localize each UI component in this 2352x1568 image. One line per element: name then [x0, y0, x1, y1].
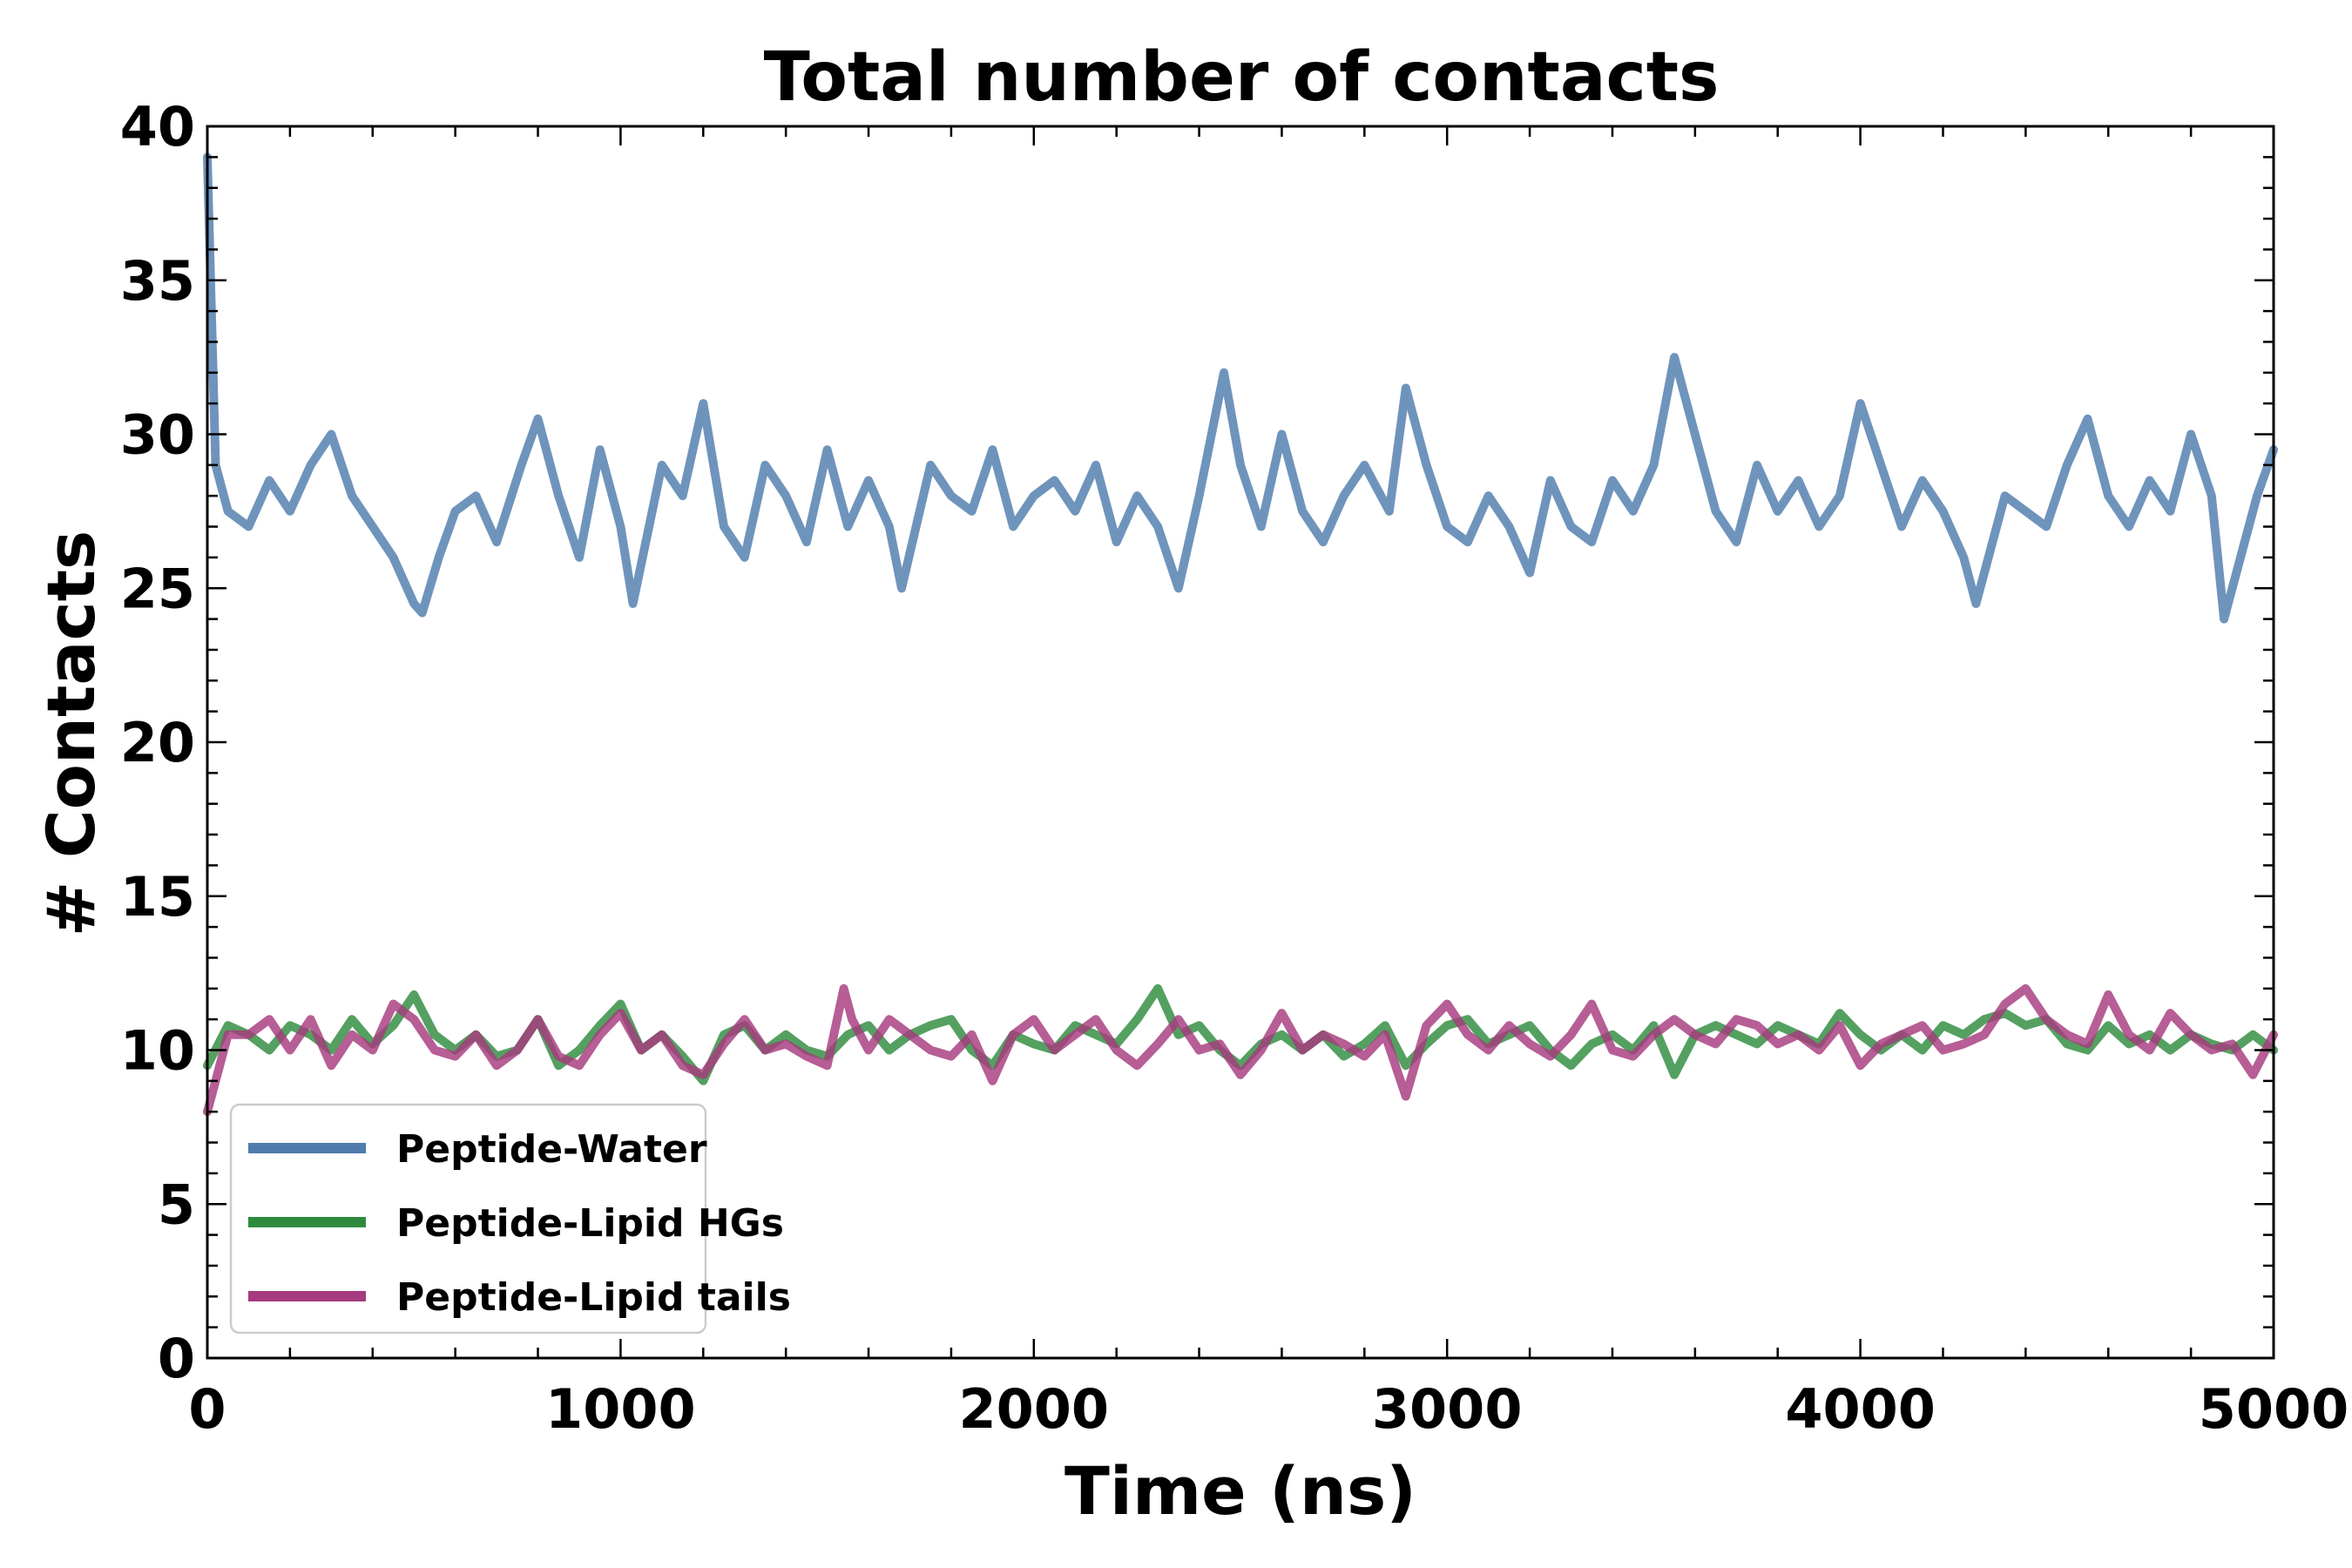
y-tick-label: 20: [120, 711, 195, 774]
x-tick-label: 0: [188, 1377, 226, 1441]
y-tick-label: 15: [120, 865, 195, 929]
series-line-1: [203, 152, 2278, 624]
y-tick-label: 35: [120, 249, 195, 313]
axis-ticks: 0 1000 2000 3000 4000 5000 0 5 10 15 20 25 30 35 40: [120, 95, 2349, 1441]
x-tick-label: 1000: [545, 1377, 696, 1441]
y-tick-label: 30: [120, 403, 195, 467]
x-axis-label: Time (ns): [1064, 1452, 1416, 1530]
chart-title: Total number of contacts: [764, 38, 1720, 117]
legend-label: Peptide-Lipid tails: [396, 1275, 791, 1320]
legend-label: Peptide-Water: [396, 1127, 707, 1172]
series-line-3: [203, 983, 2278, 1117]
y-axis-label: # Contacts: [32, 531, 110, 936]
x-tick-label: 5000: [2199, 1377, 2349, 1441]
y-tick-label: 5: [158, 1173, 195, 1236]
y-tick-label: 10: [120, 1019, 195, 1083]
legend-label: Peptide-Lipid HGs: [396, 1201, 784, 1246]
legend: Peptide-Water Peptide-Lipid HGs Peptide-Li…: [229, 1103, 791, 1335]
plot-frame: [206, 125, 2275, 1360]
legend-box: [229, 1103, 707, 1335]
y-tick-label: 25: [120, 557, 195, 620]
x-tick-label: 4000: [1785, 1377, 1936, 1441]
x-tick-label: 2000: [959, 1377, 1110, 1441]
y-tick-label: 40: [120, 95, 195, 159]
x-tick-label: 3000: [1372, 1377, 1523, 1441]
plot-lines: [203, 152, 2278, 1117]
y-tick-label: 0: [158, 1327, 195, 1390]
